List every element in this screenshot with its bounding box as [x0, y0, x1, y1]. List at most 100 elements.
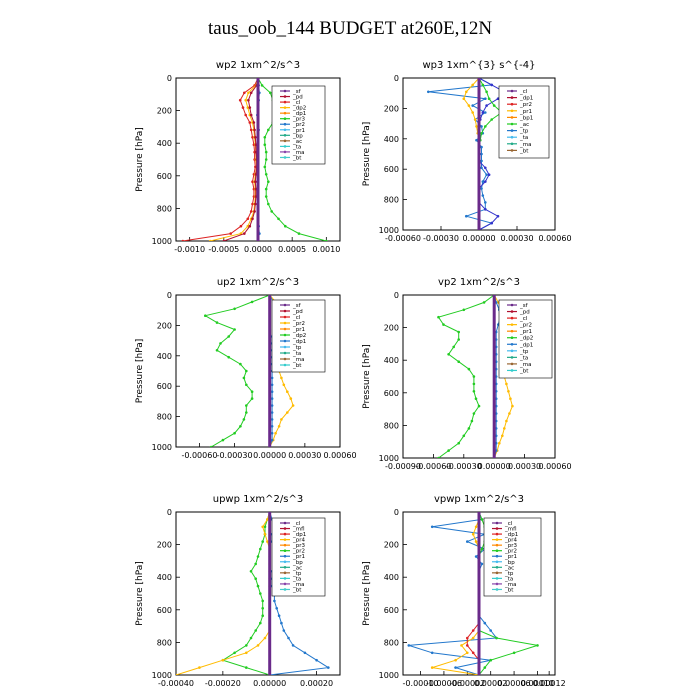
series-point	[263, 143, 267, 146]
legend-marker	[510, 316, 514, 320]
series-point	[472, 390, 476, 393]
series-point	[474, 397, 478, 401]
y-tick-label: 800	[384, 638, 399, 647]
legend-entry: _tp	[504, 571, 514, 577]
series-point	[480, 125, 483, 128]
legend-entry: _pr3	[292, 543, 306, 549]
legend-marker	[510, 116, 514, 119]
series-point	[250, 300, 254, 304]
series-point	[243, 91, 246, 95]
series-point	[269, 91, 272, 95]
series-point	[248, 121, 252, 124]
y-axis-label: Pressure [hPa]	[135, 561, 145, 626]
series-point	[270, 210, 274, 213]
series-line-pr1	[203, 295, 270, 447]
series-point	[490, 118, 494, 121]
series-point	[474, 540, 478, 543]
legend-entry: _bt	[519, 368, 529, 374]
y-tick-label: 200	[384, 541, 399, 550]
series-point	[489, 629, 493, 632]
legend-marker	[283, 571, 287, 575]
legend-marker	[495, 554, 499, 558]
legend-entry: _pr3	[504, 543, 518, 549]
series-point	[241, 106, 245, 109]
series-point	[254, 577, 257, 580]
x-tick-label: 0.0000	[244, 245, 272, 254]
legend-marker	[283, 351, 287, 355]
series-point	[484, 180, 487, 183]
x-tick-label: -0.00010	[403, 679, 439, 688]
series-point	[270, 431, 274, 435]
series-point	[462, 434, 466, 438]
series-point	[452, 345, 456, 349]
legend-marker	[510, 142, 514, 146]
y-tick-label: 0	[167, 291, 172, 300]
series-point	[260, 84, 264, 87]
y-tick-label: 400	[384, 573, 399, 582]
x-tick-label: 0.00030	[288, 451, 321, 460]
x-tick-label: -0.00060	[385, 234, 421, 243]
y-tick-label: 0	[394, 291, 399, 300]
legend-entry: _pr2	[292, 549, 305, 555]
series-point	[261, 599, 265, 603]
legend-marker	[510, 369, 514, 372]
legend-entry: _dp1	[292, 532, 306, 538]
series-point	[466, 644, 469, 647]
legend-marker	[495, 527, 499, 530]
y-tick-label: 600	[384, 606, 399, 615]
series-point	[253, 128, 256, 132]
legend-marker	[283, 134, 287, 137]
series-point	[454, 658, 457, 662]
panel-title: wp2 1xm^2/s^3	[216, 60, 300, 71]
panel-5: upwp 1xm^2/s^3 Pressure [hPa] 0 200 400 600 80…	[135, 494, 341, 688]
series-point	[495, 636, 498, 640]
legend-marker	[510, 135, 514, 139]
series-point	[505, 419, 508, 423]
series-point	[480, 159, 483, 163]
y-tick-label: 1000	[379, 226, 399, 235]
series-point	[246, 217, 250, 221]
legend-marker	[510, 303, 514, 307]
series-point	[465, 214, 468, 218]
panel-title: upwp 1xm^2/s^3	[213, 494, 303, 505]
legend-marker	[495, 532, 499, 536]
legend-entry: _bp1	[519, 115, 533, 121]
legend-entry: _ac	[519, 122, 529, 128]
x-tick-label: 0.00010	[521, 679, 554, 688]
legend-marker	[283, 549, 287, 552]
legend-entry: _cl	[519, 89, 528, 95]
series-point	[242, 418, 246, 421]
legend-entry: _bp	[292, 133, 303, 139]
series-point	[470, 419, 474, 423]
series-point	[221, 438, 225, 442]
series-point	[474, 555, 478, 558]
y-tick-label: 1000	[379, 454, 399, 463]
series-point	[264, 195, 268, 198]
x-tick-label: -0.0010	[174, 245, 205, 254]
series-point	[467, 104, 471, 107]
legend-marker	[283, 150, 287, 154]
legend-marker	[510, 129, 514, 132]
legend-entry: _ma	[519, 362, 531, 368]
series-point	[229, 232, 232, 235]
legend-marker	[283, 128, 287, 132]
series-point	[239, 425, 242, 428]
series-point	[481, 83, 485, 87]
y-axis-label: Pressure [hPa]	[362, 122, 372, 187]
series-point	[496, 97, 500, 100]
series-point	[462, 308, 466, 312]
legend-marker	[283, 527, 287, 530]
y-tick-label: 400	[157, 573, 172, 582]
series-point	[245, 644, 248, 647]
series-point	[270, 425, 274, 428]
legend-entry: _ac	[292, 139, 302, 145]
legend-marker	[283, 145, 287, 148]
legend-marker	[510, 329, 514, 333]
series-point	[209, 445, 213, 447]
legend-box	[483, 517, 542, 597]
series-point	[467, 427, 471, 430]
x-tick-label: -0.00030	[217, 451, 253, 460]
legend-entry: _dp2	[292, 333, 306, 339]
series-point	[266, 518, 269, 521]
series-point	[475, 125, 478, 128]
